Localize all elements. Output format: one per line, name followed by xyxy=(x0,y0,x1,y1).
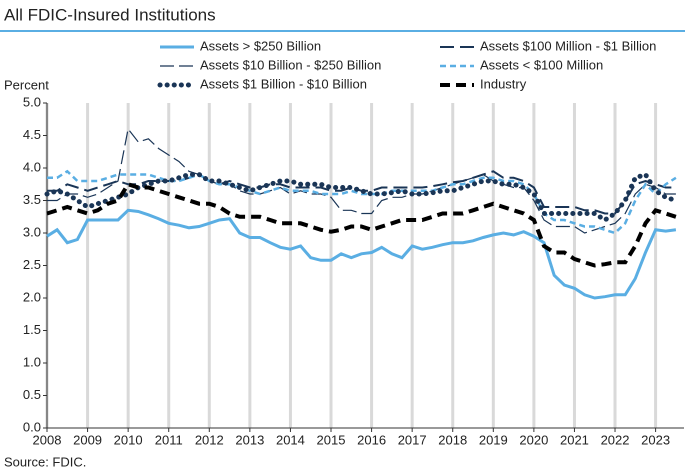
legend-label: Assets < $100 Million xyxy=(480,57,603,72)
legend-label: Assets $100 Million - $1 Billion xyxy=(480,38,656,53)
chart-title: All FDIC-Insured Institutions xyxy=(4,5,216,24)
x-tick-label: 2017 xyxy=(398,432,427,447)
legend-label: Assets $1 Billion - $10 Billion xyxy=(200,76,367,91)
x-tick-label: 2012 xyxy=(195,432,224,447)
x-tick-label: 2020 xyxy=(519,432,548,447)
y-tick-label: 3.5 xyxy=(23,192,41,207)
y-tick-label: 2.5 xyxy=(23,257,41,272)
y-tick-label: 4.5 xyxy=(23,127,41,142)
x-tick-label: 2023 xyxy=(641,432,670,447)
x-tick-label: 2008 xyxy=(33,432,62,447)
x-tick-label: 2015 xyxy=(317,432,346,447)
legend-label: Assets > $250 Billion xyxy=(200,38,321,53)
y-tick-label: 0.0 xyxy=(23,419,41,434)
x-tick-label: 2010 xyxy=(114,432,143,447)
series-line xyxy=(46,208,677,300)
x-tick-label: 2014 xyxy=(276,432,305,447)
y-tick-label: 4.0 xyxy=(23,159,41,174)
source-note: Source: FDIC. xyxy=(4,454,86,469)
x-tick-label: 2019 xyxy=(479,432,508,447)
y-tick-label: 1.0 xyxy=(23,354,41,369)
legend-label: Assets $10 Billion - $250 Billion xyxy=(200,57,381,72)
y-tick-label: 3.0 xyxy=(23,224,41,239)
y-tick-label: 0.5 xyxy=(23,387,41,402)
y-tick-label: 5.0 xyxy=(23,94,41,109)
x-tick-label: 2021 xyxy=(560,432,589,447)
x-tick-label: 2013 xyxy=(235,432,264,447)
series-line xyxy=(47,127,676,234)
x-tick-label: 2009 xyxy=(73,432,102,447)
x-tick-label: 2022 xyxy=(601,432,630,447)
y-tick-label: 1.5 xyxy=(23,322,41,337)
y-tick-label: 2.0 xyxy=(23,289,41,304)
x-tick-label: 2011 xyxy=(155,432,183,447)
y-axis-label: Percent xyxy=(4,77,49,92)
x-tick-label: 2018 xyxy=(438,432,467,447)
series-line xyxy=(47,169,677,235)
series-line xyxy=(46,181,677,268)
x-tick-label: 2016 xyxy=(357,432,386,447)
series-line xyxy=(44,171,679,223)
legend-label: Industry xyxy=(480,76,527,91)
